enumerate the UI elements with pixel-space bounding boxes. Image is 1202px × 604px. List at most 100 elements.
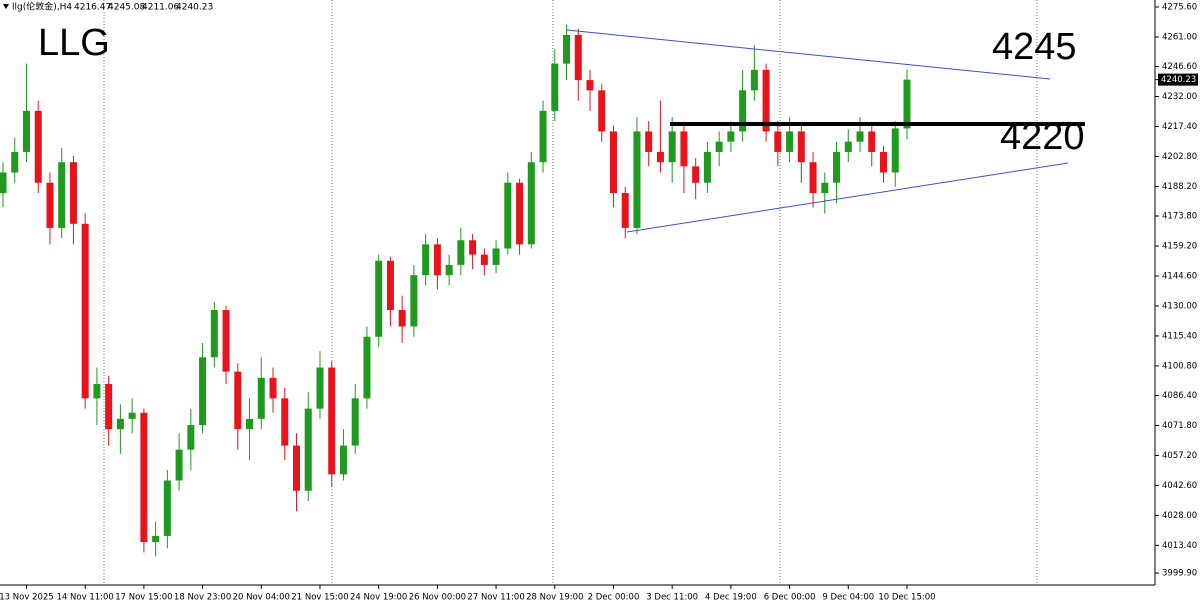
y-tick-label: 4144.60	[1162, 271, 1197, 281]
candle-body	[163, 480, 171, 536]
x-tick-label: 6 Dec 00:00	[764, 593, 816, 603]
candle-body	[445, 264, 453, 276]
x-tick-label: 17 Nov 15:00	[115, 593, 172, 603]
y-tick-label: 4130.00	[1162, 301, 1197, 311]
candle-body	[281, 398, 289, 446]
candle-body	[269, 377, 277, 399]
candle-body	[304, 408, 312, 491]
candle-body	[210, 310, 218, 358]
candle-body	[140, 412, 148, 543]
candle-body	[457, 240, 465, 265]
candle-body	[351, 398, 359, 446]
candle-body	[539, 110, 547, 163]
candle-body	[433, 244, 441, 276]
candle-body	[22, 110, 30, 152]
candle-body	[633, 131, 641, 228]
y-tick-label: 4202.80	[1162, 152, 1197, 162]
candle-body	[621, 193, 629, 228]
header-open: 4216.47	[74, 3, 111, 13]
candle-body	[680, 131, 688, 167]
candle-body	[93, 383, 101, 399]
x-tick-label: 3 Dec 11:00	[646, 593, 698, 603]
candle-body	[375, 260, 383, 337]
candle-body	[891, 128, 899, 173]
candle-body	[809, 162, 817, 194]
candle-body	[856, 131, 864, 142]
y-tick-label: 4086.40	[1162, 391, 1197, 401]
annotation: 4220	[1000, 116, 1085, 158]
candle-body	[257, 377, 265, 419]
x-tick-label: 2 Dec 00:00	[588, 593, 640, 603]
menu-arrow	[3, 4, 9, 9]
candle-body	[574, 34, 582, 81]
candle-body	[868, 131, 876, 152]
candle-body	[152, 535, 160, 543]
candle-body	[668, 131, 676, 163]
annotation: 4245	[992, 26, 1077, 68]
candle-body	[46, 182, 54, 228]
candle-body	[246, 418, 254, 430]
y-tick-label: 4275.60	[1162, 2, 1197, 12]
candle-body	[645, 131, 653, 152]
chart-title: LLG	[38, 22, 110, 64]
candle-body	[222, 310, 230, 372]
candle-body	[739, 90, 747, 132]
candle-body	[469, 240, 477, 255]
candle-body	[833, 151, 841, 183]
candle-body	[797, 131, 805, 163]
candle-body	[492, 248, 500, 265]
y-tick-label: 4261.00	[1162, 32, 1197, 42]
plot	[0, 24, 911, 557]
y-tick-label: 4159.20	[1162, 241, 1197, 251]
candle-body	[58, 162, 66, 228]
price-box	[1158, 73, 1198, 86]
candle-body	[598, 90, 606, 132]
candle-body	[786, 131, 794, 152]
candle-body	[339, 445, 347, 475]
y-tick-label: 4100.80	[1162, 361, 1197, 371]
lower-trendline	[626, 162, 1069, 233]
x-tick-label: 26 Nov 00:00	[409, 593, 466, 603]
x-tick-label: 28 Nov 19:00	[526, 593, 583, 603]
y-tick-label: 4188.20	[1162, 182, 1197, 192]
y-tick-label: 4232.00	[1162, 92, 1197, 102]
y-tick-label: 4217.40	[1162, 122, 1197, 132]
candle-body	[69, 162, 77, 224]
candle-body	[34, 110, 42, 183]
candle-body	[234, 371, 242, 430]
candle-body	[187, 425, 195, 450]
candle-body	[480, 254, 488, 265]
candle-body	[516, 182, 524, 245]
y-tick-label: 4115.40	[1162, 331, 1197, 341]
candle-body	[903, 79, 911, 129]
candle-body	[81, 223, 89, 399]
candle-body	[727, 131, 735, 142]
candle-body	[774, 131, 782, 152]
candle-body	[105, 383, 113, 430]
x-tick-label: 9 Dec 04:00	[822, 593, 874, 603]
candle-body	[363, 336, 371, 399]
x-tick-label: 13 Nov 2025	[0, 593, 54, 603]
candle-body	[880, 151, 887, 173]
x-tick-label: 20 Nov 04:00	[233, 593, 290, 603]
y-tick-label: 4173.80	[1162, 212, 1197, 222]
y-tick-label: 4013.40	[1162, 541, 1197, 551]
candle-body	[293, 445, 300, 491]
candle-body	[398, 310, 406, 327]
header-close: 4240.23	[176, 3, 213, 13]
candle-body	[527, 162, 535, 245]
x-tick-label: 14 Nov 11:00	[57, 593, 114, 603]
candle-body	[551, 63, 559, 111]
x-tick-label: 21 Nov 15:00	[291, 593, 348, 603]
candle-body	[609, 131, 617, 194]
candle-body	[0, 172, 7, 194]
y-tick-label: 4042.60	[1162, 481, 1197, 491]
candle-body	[116, 418, 124, 430]
candle-body	[821, 182, 829, 194]
candle-body	[175, 449, 183, 481]
price-label: 4240.23	[1161, 75, 1196, 85]
x-tick-label: 10 Dec 15:00	[878, 593, 935, 603]
y-tick-label: 4057.20	[1162, 451, 1197, 461]
candle-body	[762, 69, 770, 132]
